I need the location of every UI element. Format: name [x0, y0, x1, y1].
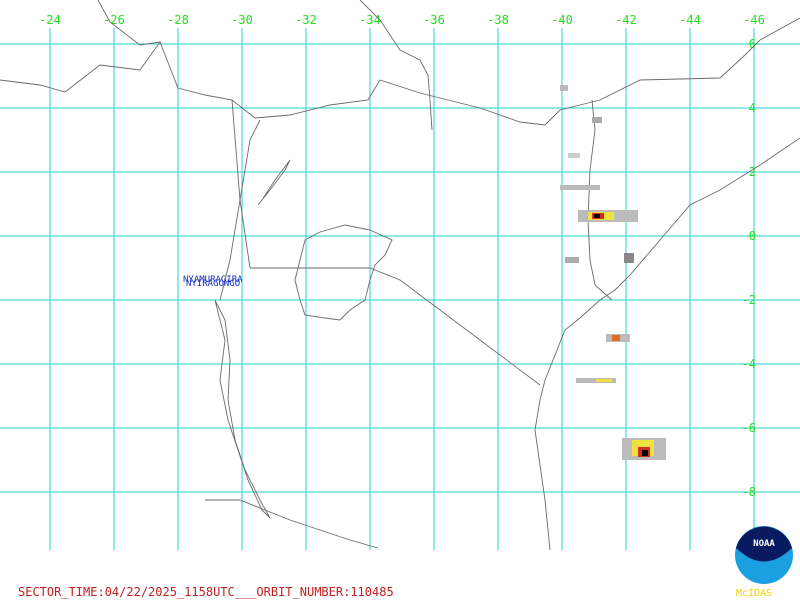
- pixel: [560, 185, 600, 190]
- border: [250, 267, 541, 386]
- footer-text: SECTOR_TIME:04/22/2025_1158UTC___ORBIT_N…: [18, 585, 394, 599]
- pixel: [612, 335, 620, 341]
- border: [257, 159, 291, 206]
- lat-label: 2: [749, 165, 756, 179]
- lon-label: -44: [679, 13, 701, 27]
- lat-label: -2: [742, 293, 756, 307]
- coastlines: [0, 0, 800, 551]
- logo-top: [736, 526, 792, 562]
- graticule: -24 -26 -28 -30 -32 -34 -36 -38 -40 -42 -44 -46 6 4 2 0…: [0, 13, 800, 550]
- lon-label: -26: [103, 13, 125, 27]
- pixel: [624, 253, 634, 263]
- lon-label: -32: [295, 13, 317, 27]
- lon-label: -30: [231, 13, 253, 27]
- lake: [214, 299, 271, 519]
- border: [587, 99, 613, 301]
- border: [97, 0, 161, 46]
- hotspots: [560, 85, 666, 460]
- pixel: [565, 257, 579, 263]
- lat-label: 6: [749, 37, 756, 51]
- volcano-label: NYIRAGONGO: [186, 279, 240, 289]
- pixel: [568, 153, 580, 158]
- lon-label: -28: [167, 13, 189, 27]
- lat-label: -6: [742, 421, 756, 435]
- lon-label: -46: [743, 13, 765, 27]
- lat-label: 0: [749, 229, 756, 243]
- lat-label: -4: [742, 357, 756, 371]
- pixel: [592, 117, 602, 123]
- lat-label: 4: [749, 101, 756, 115]
- lake: [294, 224, 393, 321]
- noaa-logo: NOAA: [735, 526, 793, 584]
- volcano-label: NYAMURAGIRA: [183, 275, 243, 285]
- border: [0, 17, 800, 126]
- coastline: [534, 137, 800, 551]
- pixel: [596, 379, 612, 382]
- software-label: McIDAS: [736, 588, 772, 599]
- lon-label: -40: [551, 13, 573, 27]
- lon-label: -24: [39, 13, 61, 27]
- pixel: [594, 214, 600, 218]
- pixel: [560, 85, 568, 91]
- border: [239, 119, 261, 269]
- border: [219, 99, 241, 301]
- logo-text: NOAA: [753, 539, 775, 549]
- lon-label: -34: [359, 13, 381, 27]
- lon-label: -38: [487, 13, 509, 27]
- lon-label: -36: [423, 13, 445, 27]
- lat-label: -8: [742, 485, 756, 499]
- border: [205, 499, 379, 549]
- border: [359, 0, 433, 131]
- lon-label: -42: [615, 13, 637, 27]
- pixel: [642, 450, 648, 456]
